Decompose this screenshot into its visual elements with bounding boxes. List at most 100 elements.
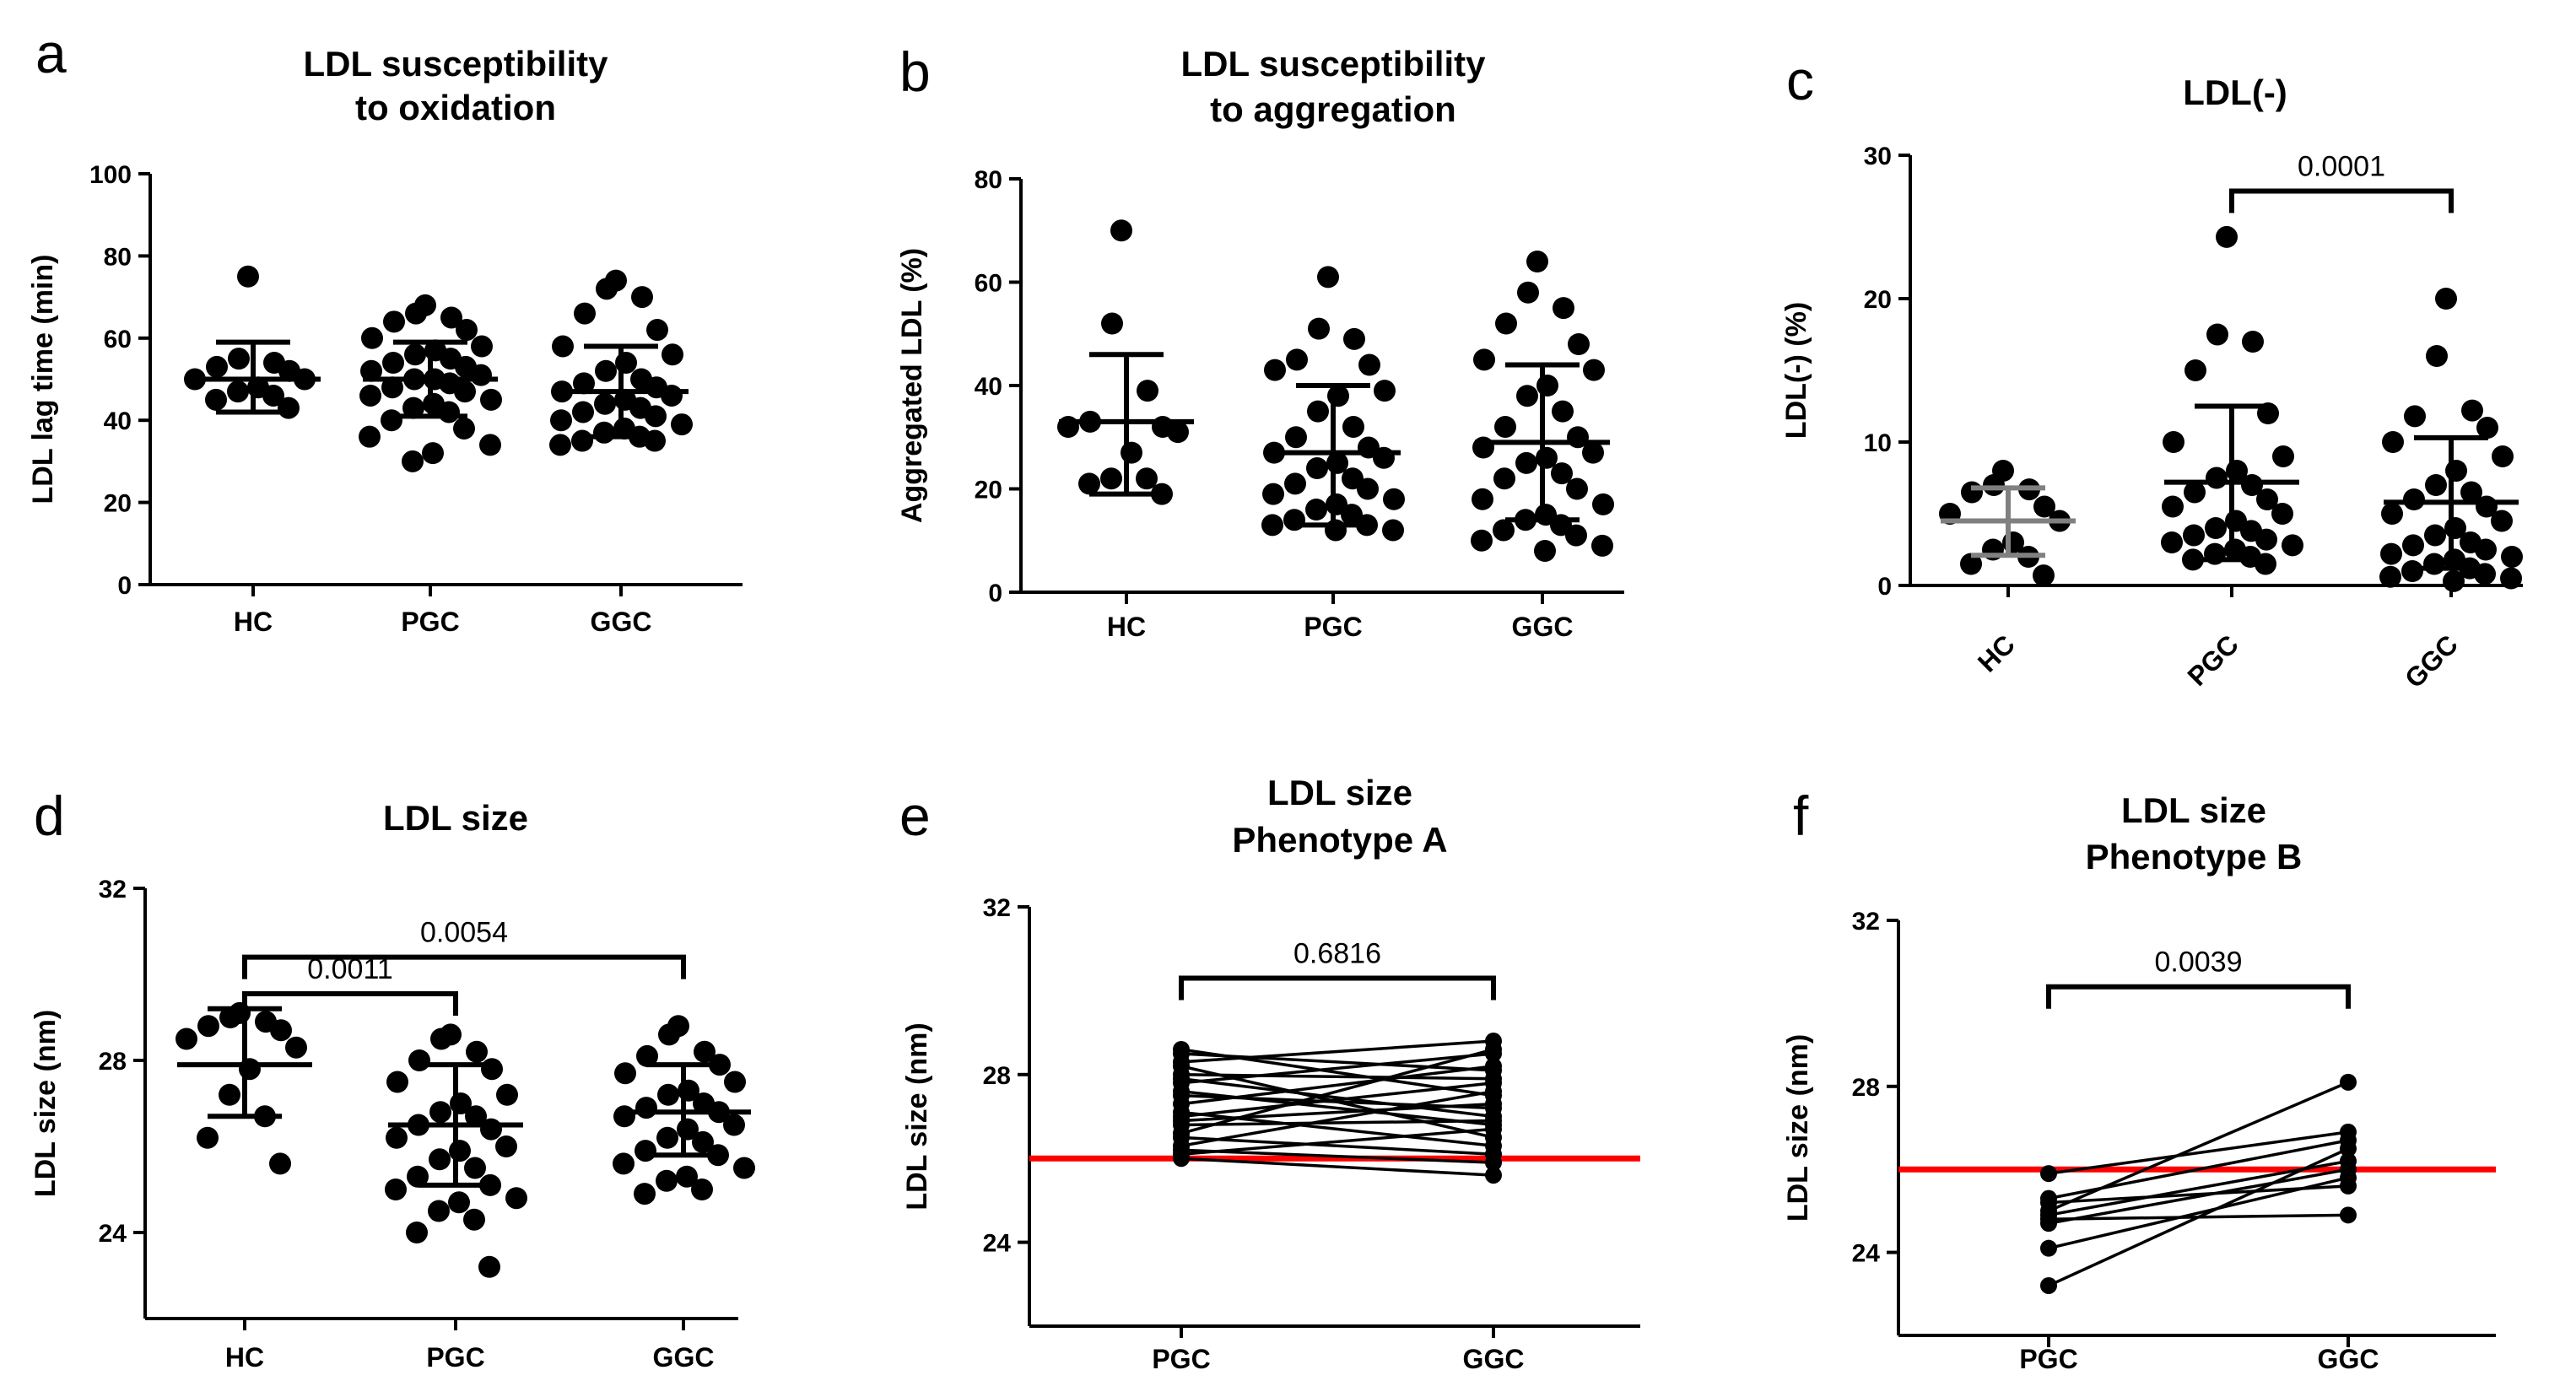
panel-title: Phenotype B bbox=[2086, 837, 2303, 876]
data-point bbox=[1485, 1120, 1502, 1138]
data-point bbox=[1485, 1040, 1502, 1058]
data-point bbox=[1317, 266, 1339, 289]
y-axis-label: LDL size (nm) bbox=[30, 1010, 62, 1197]
data-point bbox=[2340, 1206, 2357, 1224]
y-axis-label: Aggregated LDL (%) bbox=[896, 248, 928, 523]
data-point bbox=[662, 343, 683, 366]
y-tick-label: 0 bbox=[1877, 573, 1892, 601]
data-point bbox=[2445, 460, 2467, 482]
data-point bbox=[1078, 472, 1100, 495]
data-point bbox=[634, 1183, 656, 1206]
data-point bbox=[552, 335, 574, 358]
pair-line bbox=[1180, 1157, 1494, 1177]
panel-title: LDL size bbox=[1267, 773, 1412, 812]
pair-line bbox=[1180, 1081, 1494, 1119]
data-point bbox=[2443, 569, 2465, 592]
data-point bbox=[615, 352, 637, 375]
panel-title: Phenotype A bbox=[1232, 820, 1447, 860]
data-point bbox=[381, 376, 403, 399]
data-point bbox=[1343, 327, 1365, 350]
panel-letter-b: b bbox=[899, 40, 931, 103]
data-point bbox=[1358, 353, 1380, 376]
pair-line bbox=[1180, 1148, 1494, 1164]
y-tick-label: 60 bbox=[104, 326, 132, 353]
data-point bbox=[661, 384, 683, 407]
data-point bbox=[1592, 493, 1614, 515]
data-point bbox=[1167, 421, 1189, 444]
data-point bbox=[1583, 359, 1605, 381]
data-point bbox=[448, 1191, 470, 1214]
y-tick-label: 100 bbox=[89, 161, 132, 189]
data-point bbox=[359, 425, 381, 448]
data-point bbox=[2183, 524, 2205, 547]
data-point bbox=[1485, 1057, 1502, 1075]
panel-d: d LDL size 24 28 32 LDL size (nm) HC PGC GGC 0.00… bbox=[30, 785, 755, 1373]
x-tick-label: PGC bbox=[2019, 1344, 2077, 1374]
data-point bbox=[2379, 565, 2401, 588]
data-point bbox=[694, 1040, 716, 1063]
data-point bbox=[1516, 385, 1538, 407]
group-HC bbox=[176, 1001, 312, 1175]
data-point bbox=[636, 1044, 658, 1067]
data-point bbox=[1100, 467, 1122, 490]
data-point bbox=[453, 417, 475, 440]
y-axis-label: LDL size (nm) bbox=[901, 1022, 933, 1210]
data-point bbox=[464, 1157, 486, 1179]
data-point bbox=[1582, 441, 1604, 464]
data-point bbox=[480, 388, 502, 411]
data-point bbox=[1485, 1154, 1502, 1172]
p-value-label: 0.6816 bbox=[1293, 937, 1381, 969]
data-point bbox=[1285, 426, 1307, 449]
data-point bbox=[465, 1105, 487, 1128]
group-GGC bbox=[1471, 251, 1614, 562]
data-point bbox=[2205, 517, 2227, 539]
data-point bbox=[481, 1058, 503, 1081]
y-tick-label: 0 bbox=[117, 572, 132, 600]
data-point bbox=[1121, 441, 1142, 464]
data-point bbox=[2426, 345, 2448, 367]
data-point bbox=[1342, 416, 1364, 438]
data-point bbox=[571, 429, 593, 452]
data-point bbox=[2163, 431, 2184, 453]
x-tick-label: HC bbox=[1107, 612, 1146, 642]
data-point bbox=[1960, 553, 1982, 575]
panel-title: to aggregation bbox=[1210, 89, 1456, 129]
data-point bbox=[2500, 567, 2522, 590]
paired-sample bbox=[2040, 1169, 2357, 1257]
data-point bbox=[2461, 399, 2483, 422]
data-point bbox=[1136, 467, 1158, 490]
y-axis-label: LDL(-) (%) bbox=[1780, 302, 1812, 439]
panel-letter-a: a bbox=[35, 22, 67, 84]
data-point bbox=[405, 302, 427, 325]
panel-title: LDL susceptibility bbox=[1181, 44, 1487, 84]
panel-title: LDL size bbox=[2121, 790, 2266, 830]
comparison-bracket: 0.0039 bbox=[2046, 947, 2351, 1009]
comparison-bracket: 0.6816 bbox=[1179, 937, 1496, 1001]
data-point bbox=[176, 1028, 197, 1050]
bracket-line bbox=[2046, 984, 2351, 1009]
data-point bbox=[2402, 534, 2424, 557]
data-point bbox=[386, 1071, 408, 1093]
data-point bbox=[631, 286, 653, 309]
data-point bbox=[381, 409, 402, 432]
data-point bbox=[463, 1208, 485, 1231]
data-point bbox=[595, 359, 617, 382]
data-point bbox=[2206, 323, 2228, 346]
group-GGC bbox=[613, 1015, 755, 1206]
data-point bbox=[2040, 1215, 2057, 1232]
pair-line bbox=[2048, 1176, 2349, 1250]
data-point bbox=[2403, 488, 2425, 510]
data-point bbox=[407, 1165, 429, 1188]
pair-line bbox=[1180, 1073, 1494, 1081]
data-point bbox=[429, 1101, 451, 1124]
data-point bbox=[1517, 281, 1539, 304]
data-point bbox=[406, 1222, 428, 1243]
data-point bbox=[2216, 225, 2238, 248]
data-point bbox=[2040, 1276, 2057, 1294]
p-value-label: 0.0054 bbox=[420, 917, 508, 949]
y-tick-label: 80 bbox=[975, 166, 1002, 194]
y-tick-label: 24 bbox=[1852, 1240, 1881, 1268]
data-point bbox=[278, 396, 300, 419]
data-point bbox=[361, 326, 383, 349]
panel-title: LDL susceptibility bbox=[304, 44, 609, 84]
